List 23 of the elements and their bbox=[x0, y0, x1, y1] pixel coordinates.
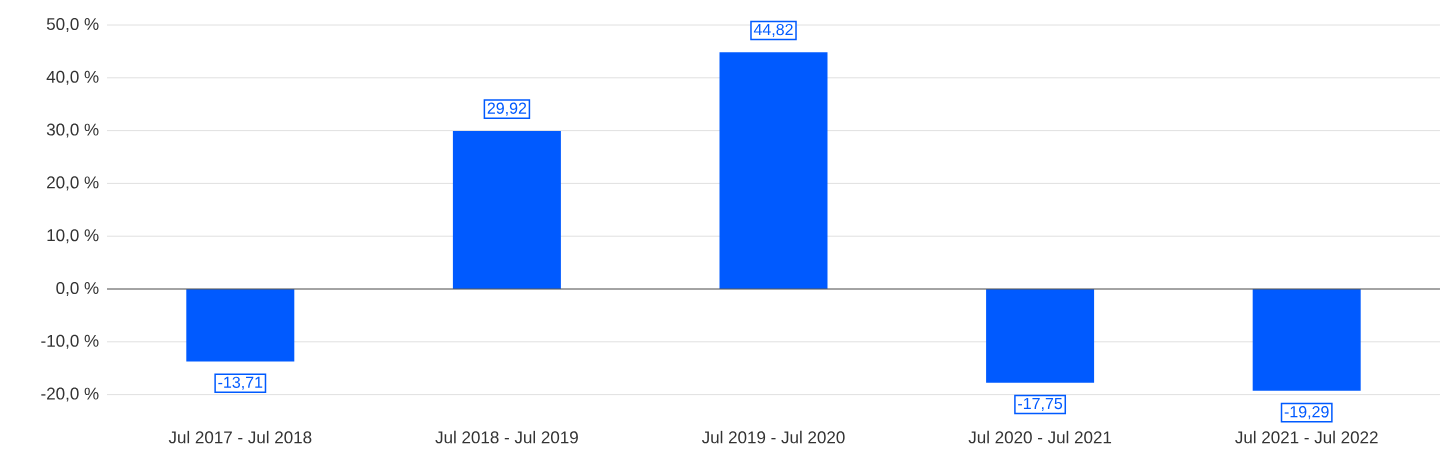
data-label: 44,82 bbox=[753, 23, 793, 38]
y-tick-label: 40,0 % bbox=[46, 70, 99, 85]
bar bbox=[986, 289, 1095, 383]
y-tick-label: -20,0 % bbox=[41, 387, 99, 402]
y-tick-label: 50,0 % bbox=[46, 17, 99, 33]
y-tick-label: -10,0 % bbox=[41, 334, 99, 349]
data-label: -19,29 bbox=[1284, 406, 1329, 420]
y-tick-label: 10,0 % bbox=[47, 229, 99, 244]
bar bbox=[719, 52, 828, 289]
data-label: -13,71 bbox=[218, 376, 263, 390]
bar bbox=[1252, 289, 1361, 391]
y-tick-label: 0,0 % bbox=[56, 281, 99, 297]
x-tick-label: Jul 2021 - Jul 2022 bbox=[1235, 430, 1378, 444]
bar bbox=[452, 131, 561, 289]
x-tick-label: Jul 2018 - Jul 2019 bbox=[435, 430, 578, 444]
data-label: -17,75 bbox=[1018, 397, 1063, 412]
x-tick-label: Jul 2017 - Jul 2018 bbox=[168, 430, 312, 444]
data-label: 29,92 bbox=[487, 102, 527, 116]
x-tick-label: Jul 2019 - Jul 2020 bbox=[701, 430, 845, 444]
bar bbox=[186, 289, 295, 362]
y-tick-label: 30,0 % bbox=[46, 123, 99, 138]
x-tick-label: Jul 2020 - Jul 2021 bbox=[968, 430, 1112, 444]
y-tick-label: 20,0 % bbox=[47, 176, 99, 191]
